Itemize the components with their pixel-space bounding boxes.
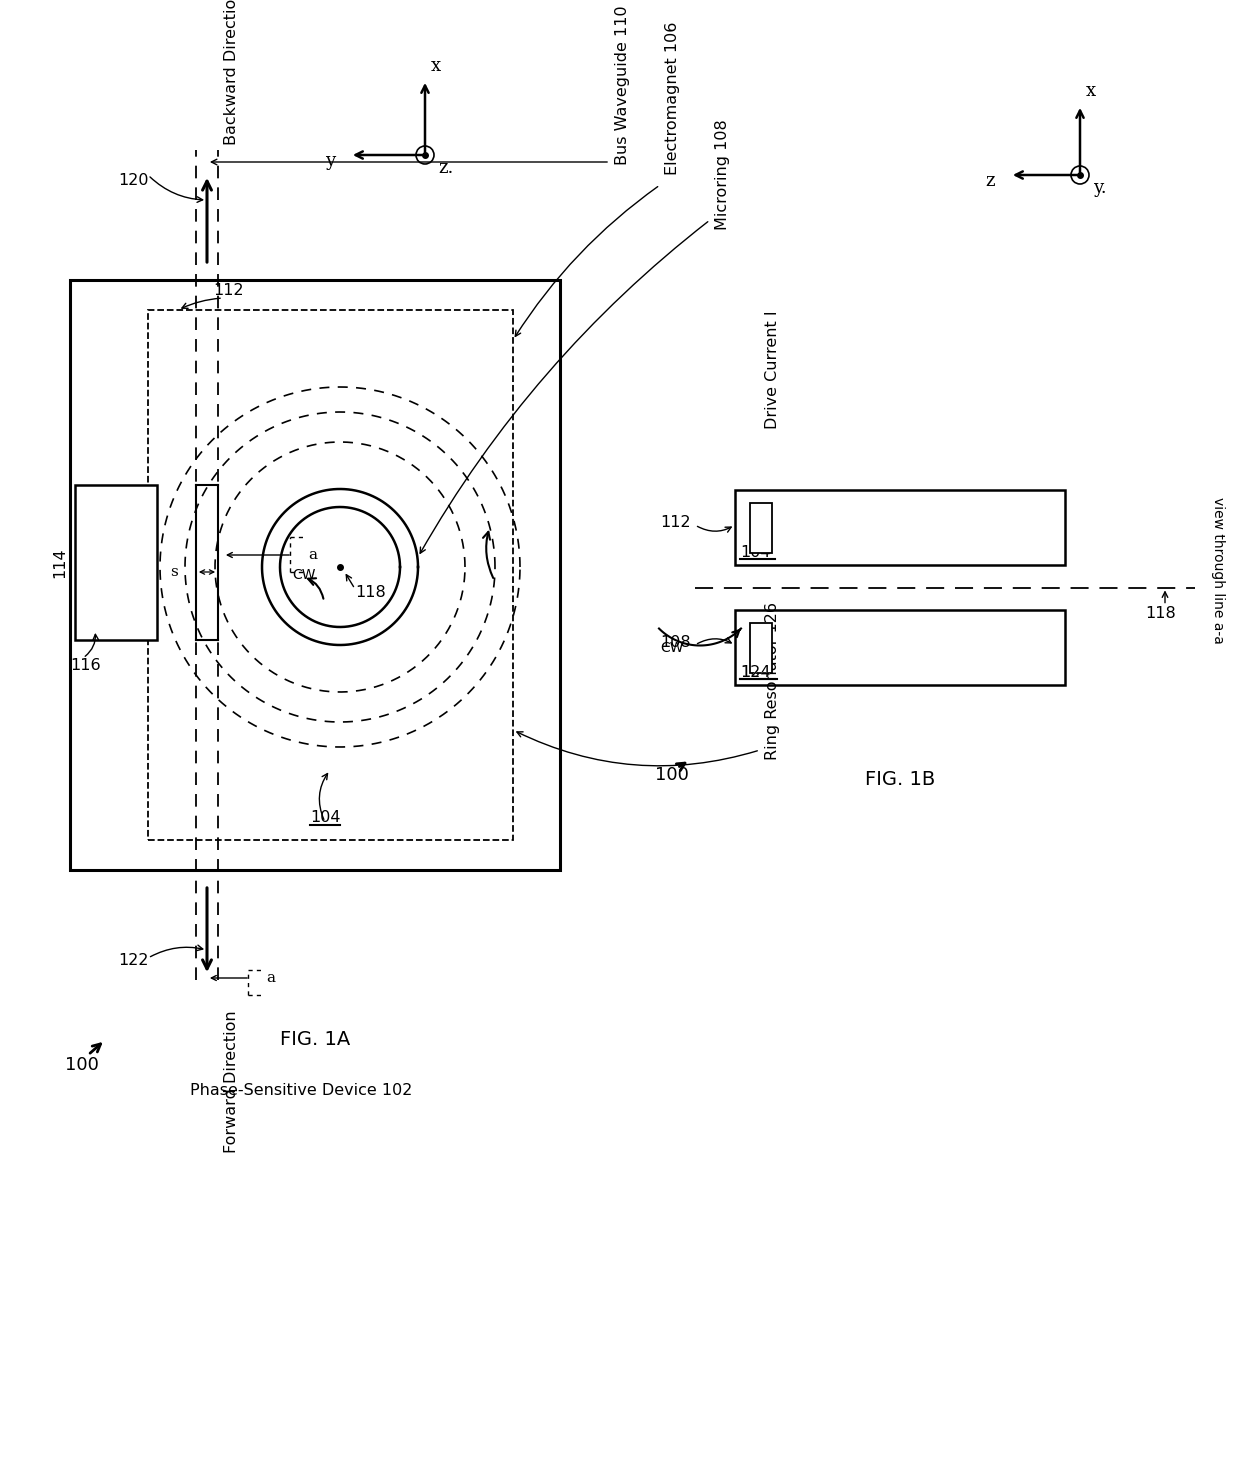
Text: 116: 116 <box>69 657 100 674</box>
Text: s: s <box>170 566 179 579</box>
Text: Bus Waveguide 110: Bus Waveguide 110 <box>615 6 630 165</box>
Text: CW: CW <box>291 569 315 582</box>
Text: FIG. 1B: FIG. 1B <box>864 770 935 789</box>
Text: Electromagnet 106: Electromagnet 106 <box>665 22 680 174</box>
Text: CW: CW <box>660 641 683 656</box>
Text: 100: 100 <box>655 767 689 784</box>
Text: a: a <box>308 548 317 563</box>
Text: 114: 114 <box>52 546 67 578</box>
Bar <box>148 310 513 840</box>
Bar <box>74 484 157 640</box>
Text: Ring Resonator 126: Ring Resonator 126 <box>765 603 780 761</box>
Text: 112: 112 <box>213 284 243 298</box>
Text: 122: 122 <box>118 953 149 967</box>
Text: 118: 118 <box>355 585 386 600</box>
Bar <box>750 504 773 552</box>
Text: FIG. 1A: FIG. 1A <box>280 1029 350 1049</box>
Text: y.: y. <box>1092 179 1106 196</box>
Text: 104: 104 <box>310 809 341 826</box>
Text: 112: 112 <box>660 515 691 530</box>
Text: z.: z. <box>438 160 454 177</box>
Text: 104: 104 <box>740 545 770 560</box>
Text: Microring 108: Microring 108 <box>715 120 730 230</box>
Text: 104: 104 <box>740 665 770 679</box>
Text: 124: 124 <box>740 665 770 679</box>
Text: a: a <box>267 970 275 985</box>
Text: 108: 108 <box>660 635 691 650</box>
Text: Backward Direction: Backward Direction <box>224 0 239 145</box>
Text: Drive Current I: Drive Current I <box>765 310 780 428</box>
Text: Forward Direction: Forward Direction <box>224 1010 239 1152</box>
Bar <box>69 281 560 870</box>
Bar <box>735 490 1065 566</box>
Text: y: y <box>325 152 335 170</box>
Bar <box>750 623 773 674</box>
Text: 118: 118 <box>1145 606 1176 620</box>
Text: 124: 124 <box>740 665 770 679</box>
Text: x: x <box>1086 83 1096 100</box>
Text: 100: 100 <box>64 1056 99 1074</box>
Text: 120: 120 <box>118 173 149 188</box>
Text: view through line a-a: view through line a-a <box>1211 496 1225 644</box>
Text: Phase-Sensitive Device 102: Phase-Sensitive Device 102 <box>190 1083 413 1097</box>
Bar <box>735 610 1065 685</box>
Text: z: z <box>986 171 994 191</box>
Text: x: x <box>432 58 441 75</box>
